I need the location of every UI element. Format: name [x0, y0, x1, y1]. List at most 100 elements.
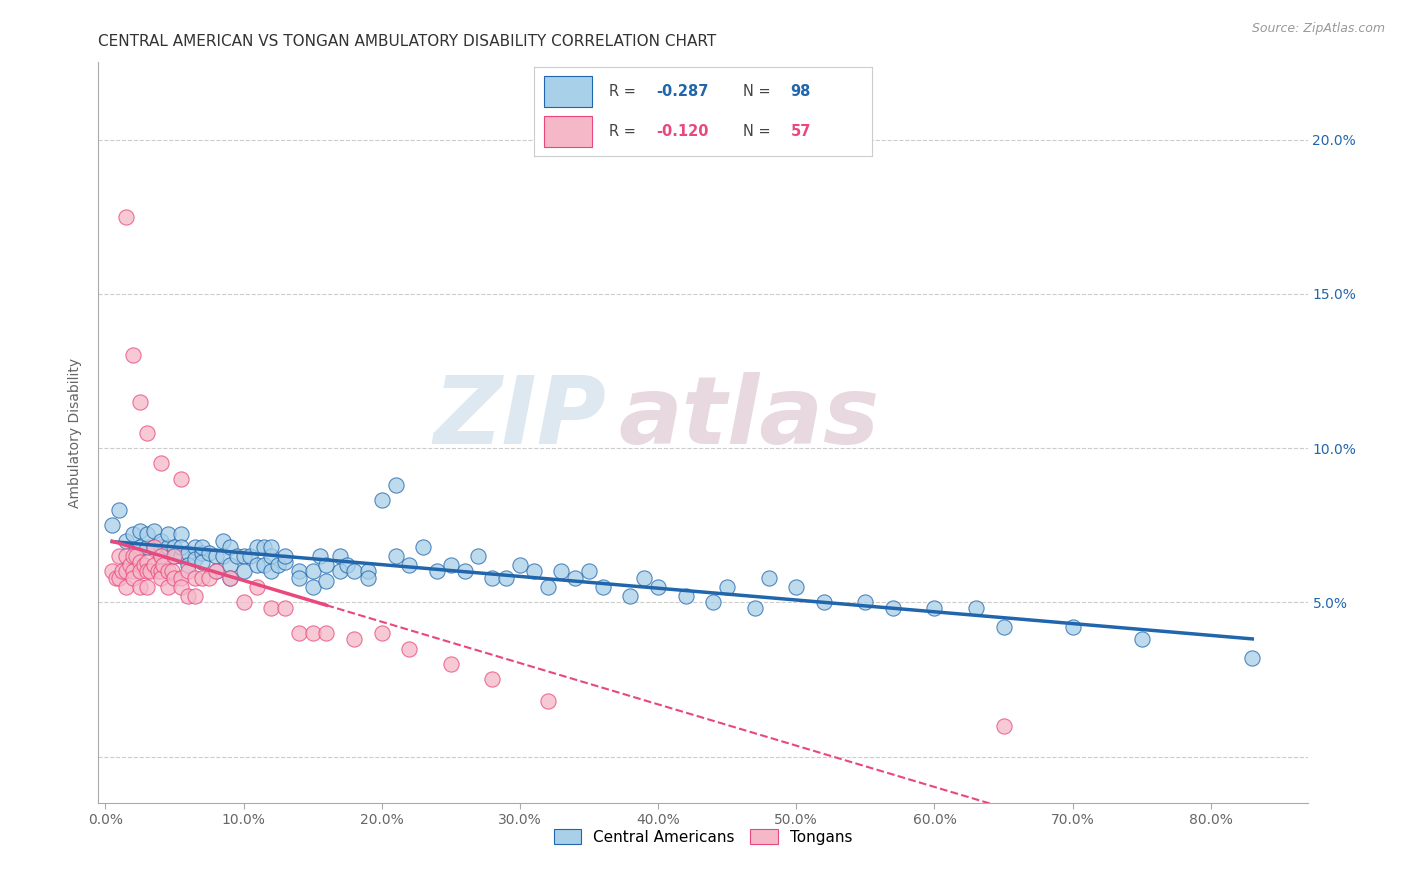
Text: CENTRAL AMERICAN VS TONGAN AMBULATORY DISABILITY CORRELATION CHART: CENTRAL AMERICAN VS TONGAN AMBULATORY DI…: [98, 34, 717, 49]
Text: Source: ZipAtlas.com: Source: ZipAtlas.com: [1251, 22, 1385, 36]
Point: [111, 565, 134, 579]
Point: [301, 565, 323, 579]
Point: [191, 540, 214, 554]
Text: 57: 57: [790, 124, 811, 139]
Point: [156, 527, 179, 541]
Point: [142, 540, 165, 554]
Point: [149, 549, 172, 563]
Point: [592, 580, 614, 594]
Point: [343, 565, 366, 579]
Point: [246, 540, 269, 554]
Point: [101, 565, 124, 579]
Point: [177, 558, 200, 573]
Point: [509, 558, 531, 573]
Point: [633, 571, 655, 585]
Point: [184, 552, 207, 566]
Point: [1062, 620, 1084, 634]
Point: [205, 565, 228, 579]
Point: [239, 549, 262, 563]
Point: [149, 533, 172, 548]
Point: [260, 601, 283, 615]
Point: [882, 601, 904, 615]
Point: [163, 540, 186, 554]
Point: [384, 478, 406, 492]
Point: [246, 580, 269, 594]
Point: [301, 626, 323, 640]
Point: [440, 657, 463, 671]
Point: [149, 457, 172, 471]
Point: [101, 518, 124, 533]
Point: [122, 527, 145, 541]
Point: [536, 694, 558, 708]
Point: [965, 601, 987, 615]
Point: [481, 571, 503, 585]
Point: [198, 571, 221, 585]
Point: [370, 626, 392, 640]
Point: [163, 549, 186, 563]
Point: [156, 540, 179, 554]
Text: -0.287: -0.287: [655, 84, 709, 99]
Point: [156, 580, 179, 594]
Text: R =: R =: [609, 84, 640, 99]
Point: [288, 571, 311, 585]
Point: [163, 549, 186, 563]
Point: [232, 565, 254, 579]
Point: [467, 549, 489, 563]
Point: [315, 574, 337, 588]
Text: 98: 98: [790, 84, 811, 99]
Point: [108, 549, 131, 563]
Point: [523, 565, 546, 579]
Point: [115, 565, 138, 579]
Point: [301, 580, 323, 594]
Point: [170, 540, 193, 554]
Point: [253, 540, 276, 554]
Point: [198, 546, 221, 560]
Point: [329, 565, 352, 579]
Point: [993, 620, 1015, 634]
Point: [122, 565, 145, 579]
Point: [142, 524, 165, 539]
Point: [218, 558, 240, 573]
Point: [211, 549, 233, 563]
Point: [115, 533, 138, 548]
Point: [357, 565, 380, 579]
Point: [744, 601, 766, 615]
Point: [267, 558, 290, 573]
Point: [370, 493, 392, 508]
Point: [218, 540, 240, 554]
Point: [619, 589, 641, 603]
Point: [675, 589, 697, 603]
Point: [108, 502, 131, 516]
Point: [288, 626, 311, 640]
Text: ZIP: ZIP: [433, 372, 606, 464]
Text: N =: N =: [744, 124, 776, 139]
Point: [115, 580, 138, 594]
Point: [177, 565, 200, 579]
Point: [170, 472, 193, 486]
Text: -0.120: -0.120: [655, 124, 709, 139]
Point: [125, 549, 148, 563]
Point: [122, 349, 145, 363]
Point: [211, 533, 233, 548]
Point: [184, 540, 207, 554]
Point: [453, 565, 475, 579]
Point: [135, 540, 157, 554]
Point: [152, 558, 174, 573]
Point: [132, 558, 155, 573]
Point: [115, 210, 138, 224]
Point: [149, 540, 172, 554]
Point: [177, 589, 200, 603]
Point: [716, 580, 738, 594]
Point: [128, 524, 150, 539]
Point: [160, 565, 183, 579]
Bar: [544, 76, 592, 107]
Point: [1241, 650, 1264, 665]
Point: [135, 580, 157, 594]
Point: [128, 555, 150, 569]
Point: [1130, 632, 1153, 647]
Point: [253, 558, 276, 573]
Point: [170, 580, 193, 594]
Point: [232, 549, 254, 563]
Point: [647, 580, 669, 594]
Text: N =: N =: [744, 84, 776, 99]
